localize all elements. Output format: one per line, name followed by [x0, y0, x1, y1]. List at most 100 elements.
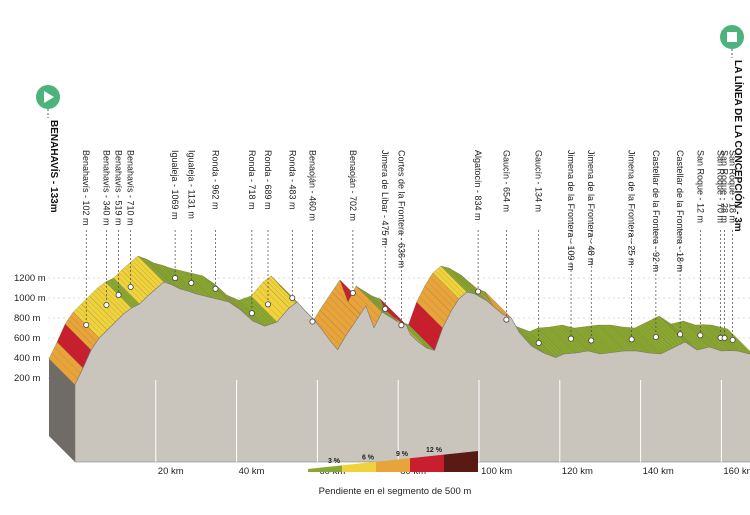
hatch-line [102, 283, 129, 311]
waypoint-label: Ronda - 962 m [211, 150, 221, 210]
hatch-line [328, 296, 355, 323]
start-marker [36, 85, 60, 118]
hatch-line [649, 320, 677, 347]
hatch-line [674, 323, 701, 350]
hatch-line [241, 299, 269, 326]
hatch-line [457, 273, 485, 300]
hatch-line [148, 260, 175, 287]
waypoint-label: Ronda - 483 m [287, 150, 297, 210]
waypoint-dot [677, 331, 684, 338]
hatch-line [628, 327, 655, 354]
hatch-line [697, 324, 725, 351]
hatch-line [443, 266, 470, 293]
hatch-line [546, 327, 574, 354]
hatch-line [543, 327, 571, 354]
x-tick-label: 40 km [239, 466, 265, 477]
waypoint-label: Castellar de la Frontera - 18 m [675, 150, 685, 272]
hatch-line [135, 258, 162, 285]
hatch-line [235, 298, 262, 326]
waypoint-label: Castellar de la Frontera - 92 m [651, 150, 661, 272]
y-tick-label: 1000 m [14, 293, 46, 304]
play-icon [44, 91, 54, 103]
hatch-line [532, 330, 559, 357]
stage-finish-label: LA LÍNEA DE LA CONCEPCIÓN - 3m [732, 60, 745, 232]
hatch-line [110, 279, 138, 306]
hatch-line [631, 327, 658, 354]
hatch-line [419, 296, 446, 323]
waypoint-label: Benahavís - 710 m [126, 150, 136, 226]
hatch-line [366, 292, 393, 319]
hatch-line [173, 268, 200, 295]
y-tick-label: 200 m [14, 373, 40, 384]
y-tick-label: 800 m [14, 313, 40, 324]
hatch-line [75, 309, 103, 336]
hatch-line [358, 287, 385, 314]
waypoint-label: Igualeja - 1131 m [186, 150, 196, 219]
hatch-line [438, 268, 465, 295]
hatch-line [514, 325, 541, 352]
hatch-line [322, 305, 349, 332]
hatch-line [680, 321, 707, 348]
hatch-line [124, 267, 151, 294]
hatch-line [229, 296, 256, 323]
waypoint-dot [729, 336, 736, 343]
waypoint-dot [588, 337, 595, 344]
hatch-line [195, 274, 223, 301]
hatch-line [595, 325, 622, 352]
hatch-line [192, 273, 219, 300]
hatch-line [589, 326, 616, 353]
hatch-line [151, 261, 178, 288]
hatch-line [140, 256, 167, 284]
hatch-line [353, 291, 380, 318]
hatch-line [189, 272, 216, 299]
waypoint-dot [289, 294, 296, 301]
hatch-line [67, 319, 94, 347]
gradient-legend-label: 6 % [362, 454, 375, 461]
hatch-line [661, 317, 689, 345]
hatch-line [132, 260, 159, 287]
profile-area [48, 255, 750, 463]
hatch-line [692, 323, 719, 351]
hatch-line [217, 286, 244, 313]
waypoint-label: Benahavís - 340 m [101, 150, 111, 226]
waypoint-label: Benahavís - 519 m [114, 150, 124, 226]
waypoint-label: San Roque - 18 m [728, 150, 738, 223]
hatch-line [564, 325, 592, 352]
waypoint-label: Algatocín - 834 m [473, 150, 483, 221]
hatch-line [724, 328, 750, 354]
hatch-line [421, 291, 449, 318]
waypoint-label: San Roque - 28 m [720, 150, 730, 223]
gradient-legend-label: 3 % [328, 458, 341, 465]
waypoint-label: Ronda - 689 m [263, 150, 273, 210]
hatch-line [259, 285, 287, 312]
hatch-line [86, 298, 113, 325]
waypoint-dot [103, 301, 110, 308]
hatch-line [108, 280, 135, 307]
hatch-line [208, 279, 235, 307]
gradient-legend-swatch [376, 458, 410, 472]
waypoint-label: Gaucín - 654 m [501, 150, 511, 212]
waypoint-label: Benaoján - 702 m [348, 150, 358, 221]
gradient-legend-caption: Pendiente en el segmento de 500 m [319, 486, 472, 497]
hatch-line [143, 257, 170, 285]
hatch-line [244, 297, 272, 325]
waypoint-label: Igualeja - 1069 m [170, 150, 180, 220]
hatch-line [156, 263, 183, 290]
waypoint-label: San Roque - 70 m [716, 150, 726, 223]
hatch-line [655, 317, 683, 344]
waypoint-dot [475, 288, 482, 295]
hatch-line [167, 266, 194, 294]
hatch-line [54, 347, 81, 374]
hatch-line [446, 267, 473, 294]
waypoint-label: Benahavís - 102 m [81, 150, 91, 226]
waypoint-dot [503, 316, 510, 323]
hatch-line [607, 324, 634, 352]
hatch-line [232, 297, 259, 324]
hatch-line [571, 327, 598, 354]
profile-left-face [49, 358, 75, 462]
waypoint-label: Jimena de la Frontera - 109 m [566, 150, 576, 271]
waypoint-dot [309, 318, 316, 325]
hatch-line [535, 329, 562, 356]
